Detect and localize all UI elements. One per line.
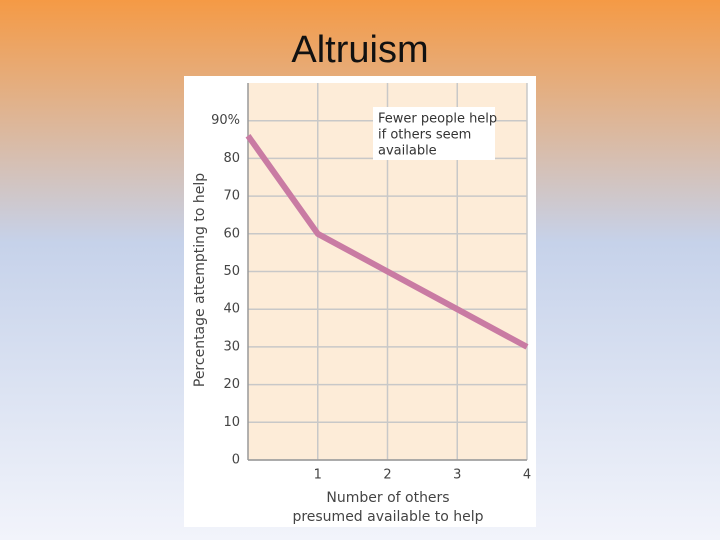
y-tick-label: 0 xyxy=(232,453,240,468)
slide-title: Altruism xyxy=(291,29,428,71)
x-tick-label: 1 xyxy=(314,468,322,483)
y-tick-label: 10 xyxy=(223,415,240,430)
labels: 0 10 20 30 40 50 60 70 80 90% 1 2 3 4 Fewer people hel… xyxy=(192,112,531,526)
y-axis-label: Percentage attempting to help xyxy=(192,173,208,387)
annotation: available xyxy=(378,144,437,159)
x-axis-label: presumed available to help xyxy=(292,509,483,525)
data-line xyxy=(245,134,529,350)
annotation: Fewer people help xyxy=(378,112,497,127)
y-tick-label: 50 xyxy=(223,264,240,279)
x-tick-label: 2 xyxy=(383,468,391,483)
y-tick-label: 90% xyxy=(211,113,240,128)
annotation-box xyxy=(373,107,495,160)
y-tick-label: 30 xyxy=(223,339,240,354)
y-tick-label: 20 xyxy=(223,377,240,392)
marks xyxy=(245,134,529,350)
y-tick-label: 60 xyxy=(223,226,240,241)
y-tick-label: 40 xyxy=(223,302,240,317)
y-tick-label: 80 xyxy=(223,151,240,166)
x-tick-label: 4 xyxy=(523,468,531,483)
x-axis-label: Number of others xyxy=(326,490,449,506)
annotation: if others seem xyxy=(378,128,471,143)
y-tick-label: 70 xyxy=(223,189,240,204)
x-tick-label: 3 xyxy=(453,468,461,483)
